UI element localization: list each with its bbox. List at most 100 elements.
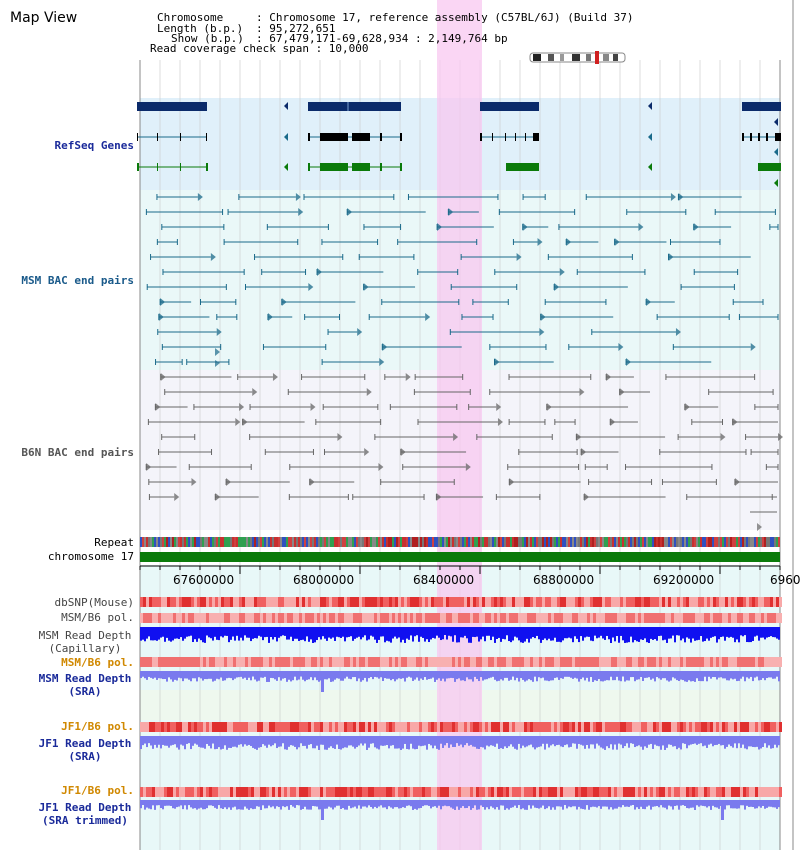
depth-bar	[400, 736, 402, 750]
depth-bar	[404, 800, 406, 808]
depth-bar	[308, 736, 310, 745]
heat-cell	[227, 787, 230, 797]
depth-bar	[484, 800, 486, 810]
heat-cell	[524, 597, 527, 607]
depth-bar	[710, 800, 712, 810]
depth-bar	[392, 800, 394, 809]
repeat-mark	[268, 537, 270, 547]
heat-cell	[443, 722, 446, 732]
heat-cell	[386, 787, 389, 797]
repeat-mark	[660, 537, 662, 547]
track-label-msm-depth-capillary[interactable]: MSM Read Depth (Capillary)	[26, 629, 144, 655]
depth-bar	[764, 736, 766, 744]
depth-bar	[686, 800, 688, 809]
gene-arrow	[648, 102, 652, 110]
depth-bar	[446, 627, 448, 640]
track-label-jf1-depth-trimmed[interactable]: JF1 Read Depth (SRA trimmed)	[26, 801, 144, 827]
depth-bar	[368, 627, 370, 640]
depth-bar	[738, 671, 740, 681]
heat-cell	[473, 613, 476, 623]
heat-cell	[461, 613, 464, 623]
heat-cell	[536, 787, 539, 797]
heat-cell	[350, 657, 353, 667]
track-label-jf1-b6-pol-2[interactable]: JF1/B6 pol.	[61, 784, 134, 797]
depth-bar	[474, 800, 476, 806]
depth-bar	[412, 736, 414, 749]
depth-bar	[318, 800, 320, 810]
heat-cell	[344, 787, 347, 797]
depth-bar	[688, 671, 690, 681]
repeat-mark	[248, 537, 250, 547]
repeat-mark	[574, 537, 576, 547]
repeat-mark	[770, 537, 772, 547]
repeat-mark	[720, 537, 722, 547]
depth-bar	[382, 671, 384, 682]
track-label-msm-depth-sra[interactable]: MSM Read Depth (SRA)	[26, 672, 144, 698]
repeat-mark	[386, 537, 388, 547]
repeat-mark	[456, 537, 458, 547]
heat-cell	[605, 657, 608, 667]
heat-cell	[617, 722, 620, 732]
track-label-msm-b6-pol-2[interactable]: MSM/B6 pol.	[61, 656, 134, 669]
depth-bar	[534, 671, 536, 677]
depth-bar	[278, 671, 280, 678]
depth-bar	[740, 627, 742, 636]
repeat-mark	[468, 537, 470, 547]
depth-bar	[712, 671, 714, 678]
heat-cell	[152, 657, 155, 667]
heat-cell	[596, 613, 599, 623]
depth-bar	[516, 671, 518, 678]
heat-cell	[233, 613, 236, 623]
depth-bar	[624, 736, 626, 747]
depth-bar	[496, 671, 498, 682]
heat-cell	[200, 722, 203, 732]
depth-bar	[584, 736, 586, 749]
track-label-msm-bac[interactable]: MSM BAC end pairs	[21, 274, 134, 287]
track-label-dbsnp[interactable]: dbSNP(Mouse)	[54, 596, 134, 609]
heat-cell	[380, 597, 383, 607]
depth-bar	[654, 736, 656, 745]
heat-cell	[275, 613, 278, 623]
exon	[206, 133, 207, 141]
b6n-pair-arrow	[146, 463, 152, 471]
heat-cell	[155, 657, 158, 667]
depth-bar	[162, 627, 164, 637]
heat-cell	[419, 722, 422, 732]
depth-bar	[770, 671, 772, 678]
heat-cell	[677, 787, 680, 797]
depth-bar	[428, 800, 430, 806]
heat-cell	[164, 787, 167, 797]
depth-bar	[224, 736, 226, 746]
depth-bar	[506, 671, 508, 678]
heat-cell	[761, 613, 764, 623]
heat-cell	[605, 722, 608, 732]
heat-cell	[674, 787, 677, 797]
track-label-msm-b6-pol-1[interactable]: MSM/B6 pol.	[61, 611, 134, 624]
depth-bar	[314, 671, 316, 678]
depth-bar	[526, 736, 528, 747]
depth-bar	[248, 627, 250, 638]
heat-cell	[281, 597, 284, 607]
depth-bar	[314, 736, 316, 749]
heat-cell	[359, 613, 362, 623]
track-label-jf1-depth-sra[interactable]: JF1 Read Depth (SRA)	[26, 737, 144, 763]
msm-pair-arrow	[363, 283, 369, 291]
depth-bar	[642, 627, 644, 641]
track-label-repeat[interactable]: Repeat	[94, 536, 134, 549]
heat-cell	[281, 657, 284, 667]
heat-cell	[602, 597, 605, 607]
repeat-mark	[214, 537, 216, 547]
repeat-mark	[734, 537, 736, 547]
depth-bar	[140, 671, 142, 679]
heat-cell	[650, 613, 653, 623]
depth-bar	[672, 671, 674, 678]
depth-bar	[232, 736, 234, 747]
track-label-b6n-bac[interactable]: B6N BAC end pairs	[21, 446, 134, 459]
track-label-jf1-b6-pol-1[interactable]: JF1/B6 pol.	[61, 720, 134, 733]
depth-bar	[490, 800, 492, 807]
heat-cell	[755, 787, 758, 797]
track-label-refseq[interactable]: RefSeq Genes	[54, 139, 134, 152]
depth-bar	[738, 800, 740, 809]
depth-bar	[470, 627, 472, 643]
depth-bar	[212, 671, 214, 682]
